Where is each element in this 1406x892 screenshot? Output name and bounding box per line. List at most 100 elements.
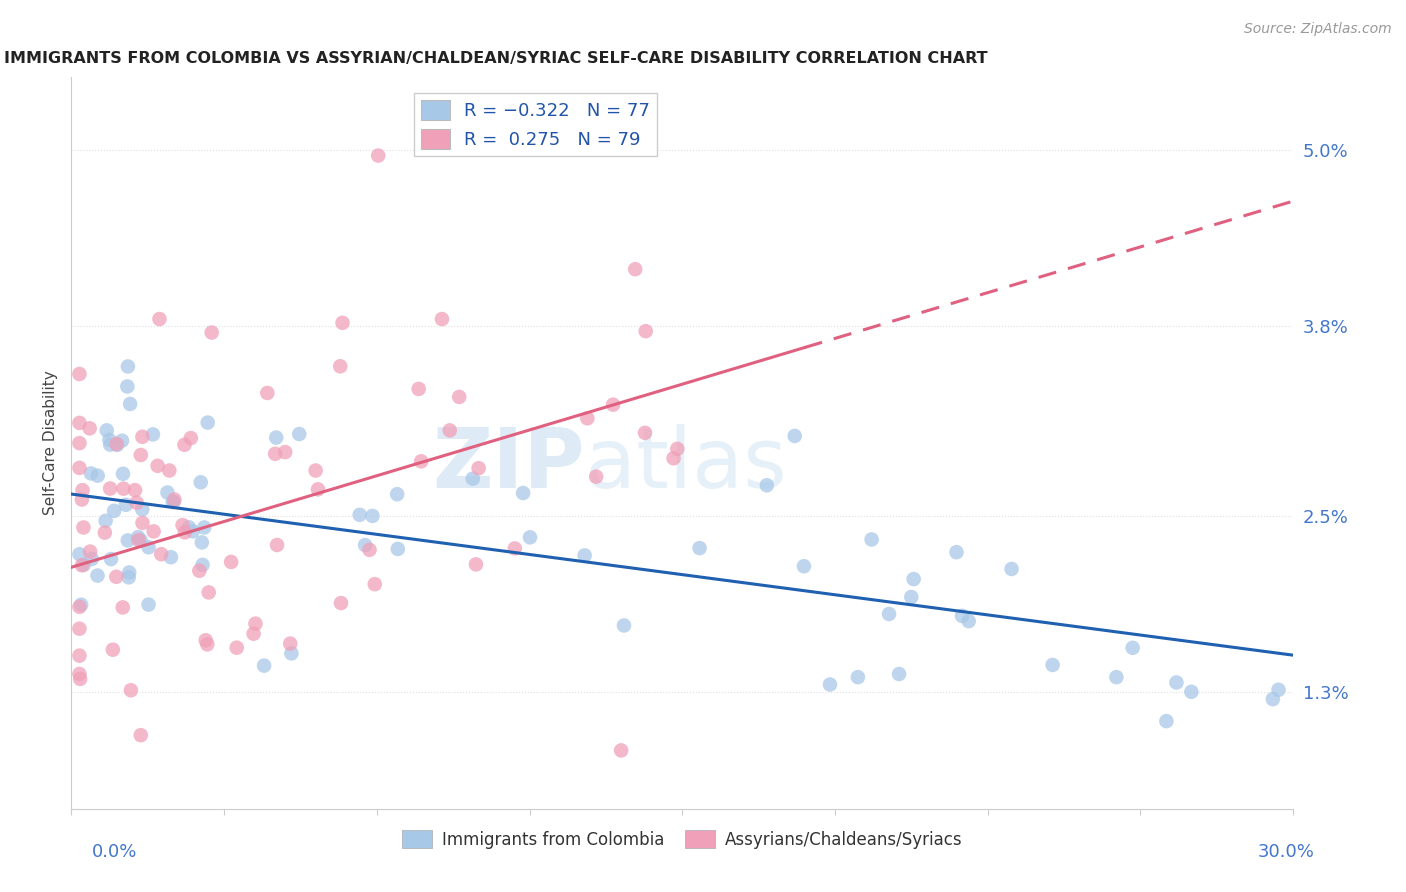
Point [72,520,94,534]
Point [278,637,301,651]
Point [385,487,408,501]
Point [364,577,387,591]
Point [256,386,278,401]
Point [100,552,122,566]
Point [1000,562,1022,576]
Point [180,431,202,445]
Point [118,570,141,584]
Point [138,541,160,555]
Point [574,549,596,563]
Point [304,463,326,477]
Point [128,533,150,547]
Point [264,447,287,461]
Point [201,326,224,340]
Point [188,564,211,578]
Point [903,572,925,586]
Point [86,568,108,582]
Point [519,530,541,544]
Point [887,667,910,681]
Point [1042,657,1064,672]
Point [125,496,148,510]
Point [69,648,91,663]
Point [624,262,647,277]
Point [1261,692,1284,706]
Point [70,492,93,507]
Y-axis label: Self-Care Disability: Self-Care Disability [44,370,58,516]
Point [467,461,489,475]
Text: IMMIGRANTS FROM COLOMBIA VS ASSYRIAN/CHALDEAN/SYRIAC SELF-CARE DISABILITY CORREL: IMMIGRANTS FROM COLOMBIA VS ASSYRIAN/CHA… [4,51,988,66]
Point [602,398,624,412]
Point [349,508,371,522]
Legend: R = −0.322   N = 77, R =  0.275   N = 79: R = −0.322 N = 77, R = 0.275 N = 79 [413,93,658,156]
Point [117,379,139,393]
Point [80,552,103,566]
Point [512,486,534,500]
Point [465,558,488,572]
Point [80,467,103,481]
Point [280,646,302,660]
Point [264,431,287,445]
Point [79,544,101,558]
Point [156,485,179,500]
Point [162,495,184,509]
Point [70,558,93,573]
Point [160,550,183,565]
Point [190,475,212,490]
Point [1122,640,1144,655]
Point [129,728,152,742]
Point [148,312,170,326]
Point [131,430,153,444]
Point [129,448,152,462]
Point [195,637,218,651]
Point [111,600,134,615]
Point [112,482,135,496]
Point [96,423,118,437]
Point [266,538,288,552]
Point [846,670,869,684]
Point [146,458,169,473]
Point [219,555,242,569]
Point [793,559,815,574]
Point [138,598,160,612]
Point [461,472,484,486]
Point [900,590,922,604]
Point [163,494,186,508]
Point [69,547,91,561]
Point [117,359,139,374]
Point [332,316,354,330]
Point [118,566,141,580]
Point [105,570,128,584]
Point [70,598,93,612]
Point [610,743,633,757]
Point [172,518,194,533]
Point [98,433,121,447]
Point [860,533,883,547]
Point [253,658,276,673]
Point [69,367,91,381]
Point [111,434,134,448]
Point [181,524,204,539]
Point [69,622,91,636]
Point [408,382,430,396]
Point [120,397,142,411]
Point [105,437,128,451]
Point [666,442,689,456]
Point [755,478,778,492]
Point [79,421,101,435]
Point [105,438,128,452]
Point [613,618,636,632]
Point [818,677,841,691]
Point [142,524,165,539]
Point [877,607,900,621]
Point [101,642,124,657]
Point [1105,670,1128,684]
Point [191,558,214,572]
Point [361,508,384,523]
Point [634,324,657,338]
Point [98,482,121,496]
Point [1156,714,1178,728]
Point [163,492,186,507]
Point [197,585,219,599]
Point [150,547,173,561]
Point [98,437,121,451]
